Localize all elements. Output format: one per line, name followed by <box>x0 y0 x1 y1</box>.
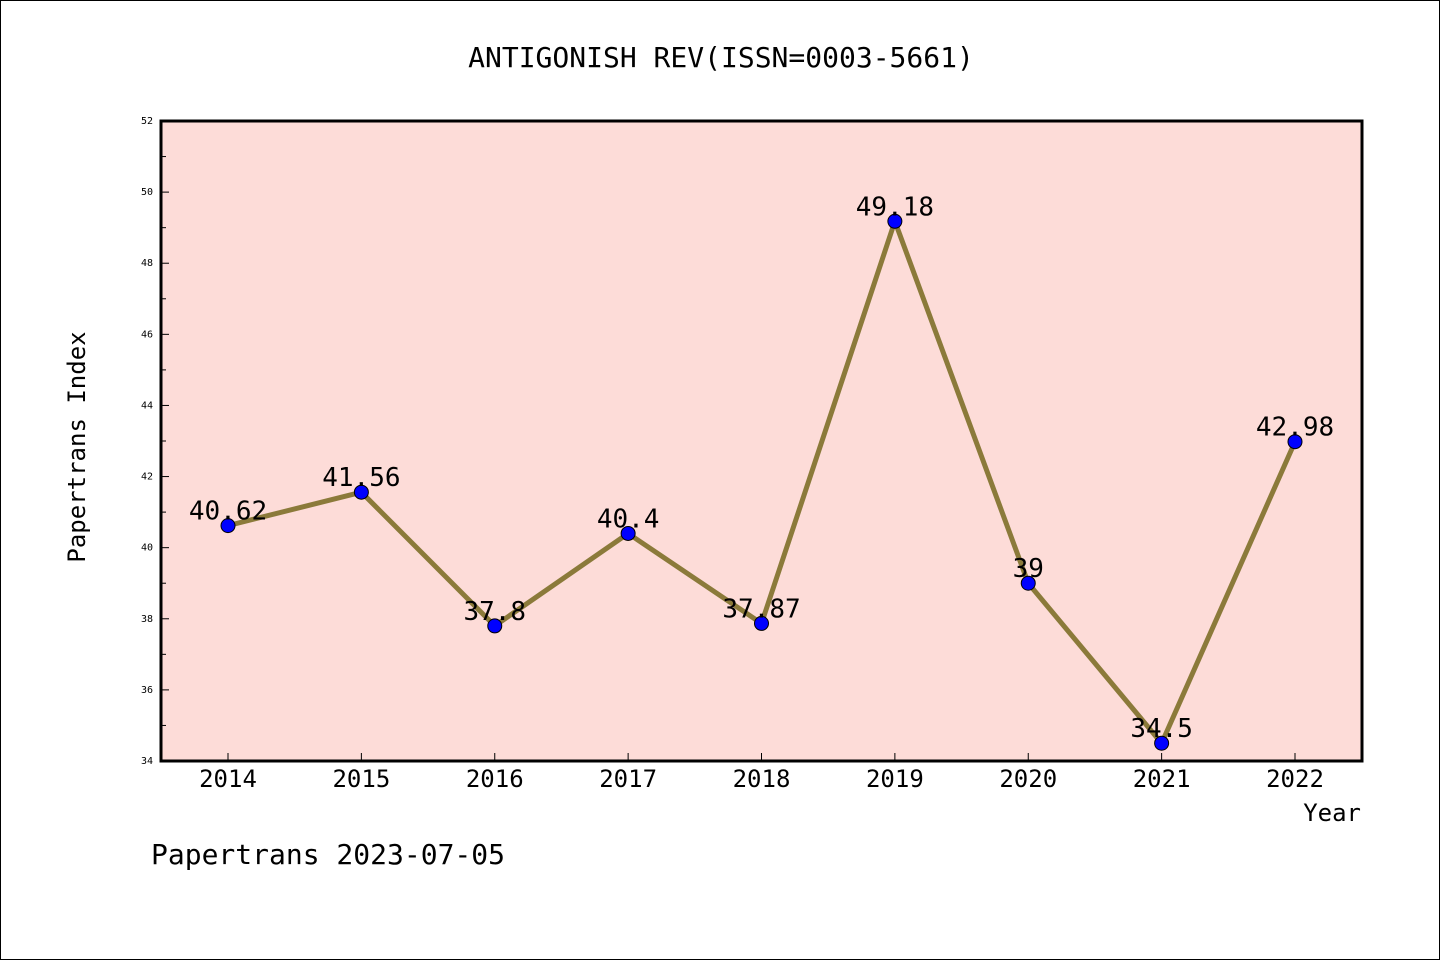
y-tick-label: 42 <box>141 472 153 483</box>
data-label: 40.62 <box>189 497 267 527</box>
data-labels: 40.62 41.56 37.8 40.4 37.87 49.18 39 34.5 42.98 <box>189 192 1334 744</box>
data-point <box>1154 735 1170 751</box>
data-markers <box>220 213 1303 751</box>
data-label: 37.87 <box>722 594 800 624</box>
x-tick-label: 2018 <box>733 765 791 793</box>
y-tick-label: 40 <box>141 543 153 554</box>
data-label: 41.56 <box>322 463 400 493</box>
data-label: 34.5 <box>1130 714 1193 744</box>
y-tick-label: 34 <box>141 756 153 767</box>
y-axis-label: Papertrans Index <box>63 331 91 562</box>
data-point <box>353 484 369 500</box>
y-tick-label: 50 <box>141 187 153 198</box>
footer-text: Papertrans 2023-07-05 <box>151 838 505 871</box>
y-axis: 34 36 38 40 42 44 46 48 50 52 <box>141 116 169 767</box>
chart-title: ANTIGONISH REV(ISSN=0003-5661) <box>468 41 974 74</box>
data-point <box>220 518 236 534</box>
data-point <box>754 615 769 631</box>
x-axis: 2014 2015 2016 2017 2018 2019 2020 2021 2022 <box>199 753 1324 793</box>
data-point <box>487 618 503 634</box>
y-tick-label: 36 <box>141 685 153 696</box>
y-tick-label: 44 <box>141 400 153 411</box>
y-tick-label: 52 <box>141 116 153 127</box>
data-label: 49.18 <box>856 192 934 222</box>
x-tick-label: 2020 <box>999 765 1057 793</box>
x-tick-label: 2014 <box>199 765 257 793</box>
plot-area <box>159 119 1364 763</box>
data-label: 42.98 <box>1256 413 1334 443</box>
x-tick-label: 2016 <box>466 765 524 793</box>
data-label: 37.8 <box>463 597 526 627</box>
x-tick-label: 2015 <box>332 765 390 793</box>
data-label: 40.4 <box>597 504 660 534</box>
x-tick-label: 2017 <box>599 765 657 793</box>
y-tick-label: 46 <box>141 329 153 340</box>
x-axis-label: Year <box>1303 799 1361 827</box>
data-point <box>1287 434 1303 450</box>
y-tick-label: 48 <box>141 258 153 269</box>
y-tick-label: 38 <box>141 614 153 625</box>
x-tick-label: 2021 <box>1133 765 1191 793</box>
data-point <box>620 525 636 541</box>
data-label: 39 <box>1013 554 1044 584</box>
x-tick-label: 2019 <box>866 765 924 793</box>
data-point <box>1020 575 1036 591</box>
x-tick-label: 2022 <box>1266 765 1324 793</box>
data-point <box>887 213 903 229</box>
